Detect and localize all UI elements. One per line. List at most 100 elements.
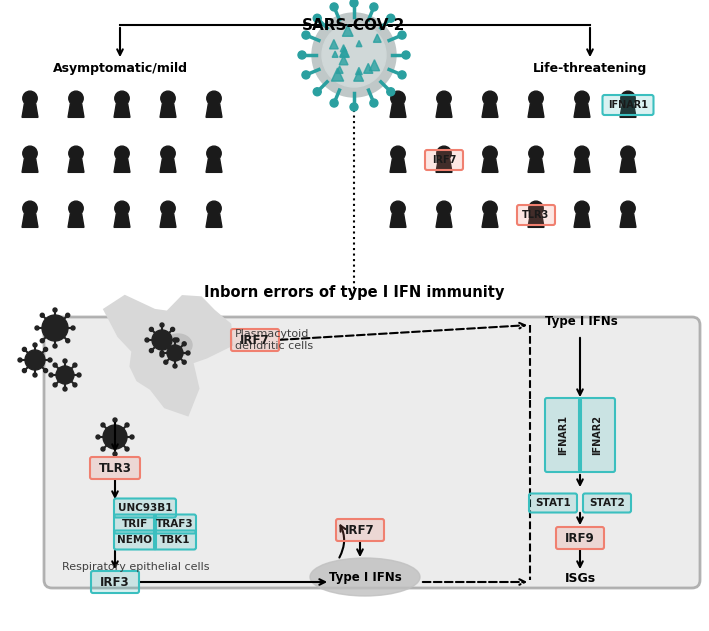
FancyBboxPatch shape — [114, 514, 156, 533]
Circle shape — [152, 330, 172, 350]
Circle shape — [42, 315, 68, 341]
Circle shape — [322, 23, 386, 87]
Text: IFNAR1: IFNAR1 — [558, 415, 568, 455]
Text: STAT2: STAT2 — [589, 498, 625, 508]
Circle shape — [529, 91, 543, 105]
Circle shape — [25, 350, 45, 370]
Circle shape — [621, 201, 635, 216]
Circle shape — [56, 366, 74, 384]
Text: Respiratory epithelial cells: Respiratory epithelial cells — [62, 562, 209, 572]
Circle shape — [621, 91, 635, 105]
Text: TBK1: TBK1 — [160, 535, 190, 545]
Polygon shape — [68, 214, 84, 227]
Circle shape — [207, 146, 221, 160]
Polygon shape — [160, 214, 176, 227]
Polygon shape — [436, 214, 452, 227]
Polygon shape — [436, 159, 452, 172]
Polygon shape — [354, 71, 364, 81]
FancyBboxPatch shape — [603, 95, 654, 115]
Text: IFNAR2: IFNAR2 — [592, 415, 602, 455]
Circle shape — [101, 423, 105, 427]
Circle shape — [77, 373, 81, 377]
Polygon shape — [336, 66, 343, 73]
FancyBboxPatch shape — [154, 531, 196, 550]
Polygon shape — [331, 68, 344, 81]
Polygon shape — [340, 47, 350, 57]
Polygon shape — [22, 159, 38, 172]
FancyBboxPatch shape — [154, 514, 196, 533]
Text: UNC93B1: UNC93B1 — [118, 503, 172, 513]
Circle shape — [173, 364, 177, 368]
Text: IRF7: IRF7 — [432, 155, 456, 165]
Polygon shape — [369, 60, 379, 71]
Circle shape — [69, 201, 83, 216]
Text: IRF3: IRF3 — [100, 575, 130, 589]
Polygon shape — [620, 104, 636, 117]
Text: TLR3: TLR3 — [523, 210, 549, 220]
Circle shape — [23, 91, 37, 105]
Polygon shape — [574, 214, 590, 227]
Polygon shape — [340, 45, 347, 52]
Circle shape — [35, 326, 39, 330]
Circle shape — [398, 71, 406, 79]
Text: Plasmacytoid
dendritic cells: Plasmacytoid dendritic cells — [235, 329, 313, 351]
Circle shape — [33, 373, 37, 377]
Circle shape — [63, 359, 67, 363]
Circle shape — [49, 373, 53, 377]
FancyBboxPatch shape — [90, 457, 140, 479]
FancyBboxPatch shape — [425, 150, 463, 170]
Circle shape — [391, 91, 406, 105]
FancyBboxPatch shape — [231, 329, 279, 351]
Polygon shape — [436, 104, 452, 117]
Polygon shape — [339, 56, 348, 65]
Text: NEMO: NEMO — [118, 535, 152, 545]
Circle shape — [313, 88, 321, 96]
Circle shape — [161, 201, 175, 216]
FancyBboxPatch shape — [91, 571, 139, 593]
Circle shape — [483, 91, 497, 105]
Polygon shape — [342, 25, 353, 37]
Circle shape — [529, 201, 543, 216]
Circle shape — [350, 103, 358, 111]
Polygon shape — [390, 104, 406, 117]
Circle shape — [182, 360, 186, 364]
Circle shape — [160, 323, 164, 327]
Circle shape — [575, 146, 589, 160]
Text: IFNAR1: IFNAR1 — [608, 100, 648, 110]
Ellipse shape — [164, 334, 192, 356]
Text: Life-threatening: Life-threatening — [533, 62, 647, 75]
Text: SARS-COV-2: SARS-COV-2 — [302, 18, 406, 33]
Polygon shape — [364, 64, 373, 73]
Polygon shape — [206, 214, 222, 227]
Circle shape — [391, 146, 406, 160]
Circle shape — [150, 327, 153, 331]
Text: STAT1: STAT1 — [535, 498, 571, 508]
Circle shape — [125, 423, 129, 427]
Circle shape — [370, 99, 378, 107]
Polygon shape — [333, 51, 338, 57]
Polygon shape — [114, 214, 130, 227]
Circle shape — [130, 435, 134, 439]
Circle shape — [164, 342, 168, 346]
Circle shape — [48, 358, 52, 362]
FancyBboxPatch shape — [579, 398, 615, 472]
Circle shape — [23, 348, 26, 351]
Circle shape — [160, 353, 164, 357]
Circle shape — [575, 201, 589, 216]
Circle shape — [164, 360, 168, 364]
Polygon shape — [620, 159, 636, 172]
Circle shape — [207, 91, 221, 105]
Text: IRF9: IRF9 — [565, 531, 595, 545]
Polygon shape — [330, 40, 338, 49]
Circle shape — [18, 358, 22, 362]
Circle shape — [161, 91, 175, 105]
Circle shape — [73, 383, 77, 387]
Circle shape — [44, 369, 48, 373]
Circle shape — [23, 369, 26, 373]
Polygon shape — [356, 40, 362, 47]
Circle shape — [53, 308, 57, 312]
Text: IRF7: IRF7 — [240, 334, 270, 346]
Circle shape — [621, 146, 635, 160]
Text: IRF7: IRF7 — [345, 524, 375, 536]
Circle shape — [53, 363, 57, 367]
